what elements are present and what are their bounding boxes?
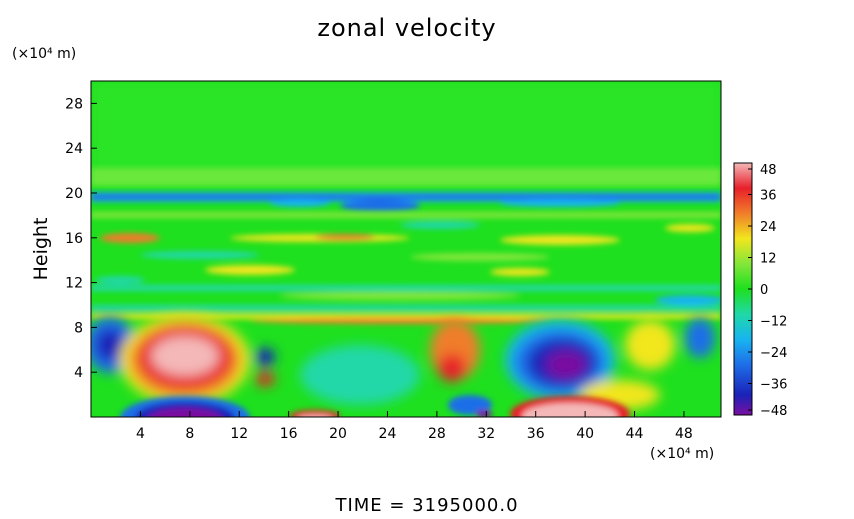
y-axis-title: Height — [30, 218, 52, 281]
time-label: TIME = 3195000.0 — [335, 495, 519, 516]
lower-structures — [91, 315, 715, 410]
mid-streak — [100, 233, 160, 243]
mid-streak — [500, 235, 620, 245]
heatmap-field — [91, 81, 721, 417]
colorbar-tick-label: −48 — [760, 404, 787, 419]
y-axis-ticks: 4 8 12 16 20 24 28 — [65, 96, 97, 381]
surface-structure — [290, 410, 340, 417]
x-tick-label: 32 — [477, 426, 495, 442]
x-tick-label: 4 — [136, 426, 145, 442]
lower-structure — [300, 345, 420, 405]
surface-structure — [148, 408, 222, 417]
colorbar-tick-label: 12 — [760, 252, 777, 267]
x-tick-label: 24 — [379, 426, 397, 442]
x-tick-label: 44 — [626, 426, 644, 442]
colorbar-tick-label: 24 — [760, 220, 777, 235]
mid-streak — [250, 318, 550, 324]
y-tick-label: 24 — [65, 141, 83, 157]
mid-streak — [490, 268, 550, 276]
mid-streak — [140, 251, 260, 259]
surface-structure — [476, 410, 492, 417]
mid-streak — [91, 314, 721, 319]
jet-band-patch — [340, 200, 420, 212]
surface-structure — [522, 403, 618, 417]
colorbar-tick-label: 0 — [760, 283, 768, 298]
x-tick-label: 48 — [675, 426, 693, 442]
mid-streak — [91, 285, 721, 291]
surface-structure — [299, 415, 331, 417]
x-tick-label: 28 — [428, 426, 446, 442]
x-tick-label: 16 — [280, 426, 298, 442]
mid-streak — [410, 253, 550, 261]
mid-streak — [280, 292, 520, 300]
mid-streaks — [91, 212, 721, 324]
upper-region — [91, 81, 721, 181]
jet-band-patch — [270, 199, 330, 207]
tropopause-light-band — [91, 168, 721, 186]
mid-streak — [95, 276, 145, 284]
colorbar: 48 36 24 12 0 −12 −24 −36 −48 — [733, 162, 787, 419]
colorbar-tick-label: 48 — [760, 163, 777, 178]
lower-structure — [255, 348, 275, 366]
lower-structure — [546, 351, 586, 379]
jet-band — [91, 192, 721, 212]
y-tick-label: 8 — [74, 320, 83, 336]
lower-structure — [151, 336, 219, 376]
colorbar-tick-label: 36 — [760, 189, 777, 204]
y-tick-label: 12 — [65, 276, 83, 292]
x-tick-label: 36 — [527, 426, 545, 442]
surface-structure — [448, 395, 492, 415]
mid-streak — [205, 265, 295, 275]
jet-band-patch — [500, 199, 620, 207]
plot-frame — [90, 80, 722, 418]
mid-streak — [91, 212, 721, 218]
x-tick-label: 20 — [329, 426, 347, 442]
x-tick-label: 40 — [576, 426, 594, 442]
x-axis-unit: (×10⁴ m) — [650, 446, 715, 462]
mid-streak — [91, 305, 721, 311]
lower-structure — [625, 320, 675, 370]
jet-band-core — [91, 194, 721, 200]
mid-streak — [655, 295, 721, 305]
chart-title: zonal velocity — [317, 14, 497, 42]
y-tick-label: 16 — [65, 231, 83, 247]
x-tick-label: 12 — [230, 426, 248, 442]
colorbar-tick-label: −12 — [760, 315, 787, 330]
mid-streak — [665, 224, 715, 232]
mid-streak — [400, 221, 480, 229]
colorbar-tick-label: −36 — [760, 378, 787, 393]
lower-structure — [685, 318, 715, 358]
lower-structure — [96, 329, 124, 361]
colorbar-ticks: 48 36 24 12 0 −12 −24 −36 −48 — [748, 163, 787, 419]
lower-structure — [438, 354, 466, 382]
lower-structure — [255, 372, 275, 386]
x-tick-label: 8 — [185, 426, 194, 442]
colorbar-tick-label: −24 — [760, 346, 787, 361]
surface-layer — [120, 395, 630, 417]
mid-streak — [315, 234, 375, 240]
y-tick-label: 4 — [74, 365, 83, 381]
y-tick-label: 28 — [65, 96, 83, 112]
y-tick-label: 20 — [65, 186, 83, 202]
x-axis-ticks: 4 8 12 16 20 24 28 32 36 40 44 48 — [136, 411, 693, 442]
y-axis-unit: (×10⁴ m) — [12, 46, 77, 62]
